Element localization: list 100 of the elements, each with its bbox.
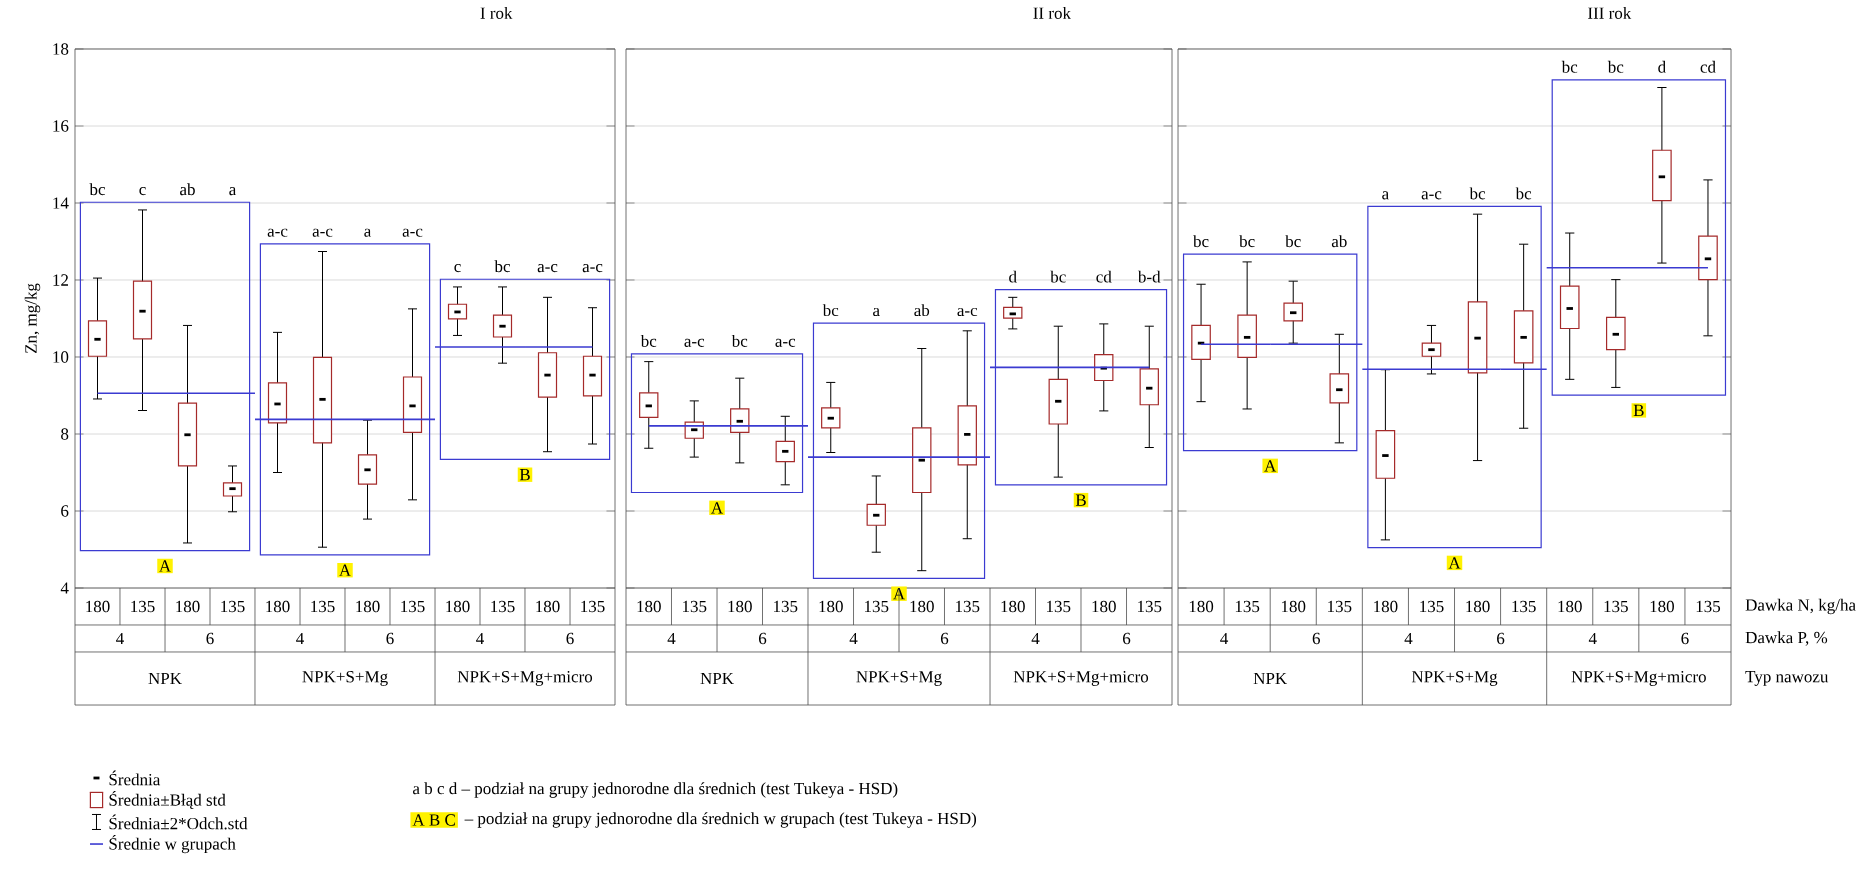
y-tick-label: 18 <box>53 43 69 55</box>
annotation: ab <box>180 183 195 196</box>
x-tick-label: 135 <box>491 600 515 613</box>
text: 4 <box>849 632 858 645</box>
y-tick-label: 8 <box>61 428 69 440</box>
y-tick-label: 12 <box>53 274 68 286</box>
annotation: a-c <box>957 307 978 317</box>
annotation: a-c <box>684 338 705 347</box>
text: 4 <box>1588 632 1597 645</box>
text: 6 <box>940 632 949 645</box>
chart-title: I rok <box>480 6 513 19</box>
annotation: B <box>1075 494 1086 506</box>
annotation: A <box>1264 460 1277 472</box>
legend-label: Średnie w grupach <box>109 834 236 854</box>
x-tick-label: 180 <box>1001 600 1025 613</box>
text: Typ nawozu <box>1745 671 1829 686</box>
annotation: A <box>1448 557 1461 569</box>
annotation: a-c <box>537 264 558 273</box>
x-tick-label: 180 <box>446 600 470 613</box>
annotation: a-c <box>312 228 333 237</box>
annotation: a <box>873 307 880 317</box>
annotation: bc <box>1239 235 1255 248</box>
text: 4 <box>296 632 305 645</box>
y-tick-label: 4 <box>60 582 69 594</box>
y-tick-label: 10 <box>53 351 69 363</box>
annotation: d <box>1009 270 1017 283</box>
annotation: bc <box>1561 60 1578 73</box>
x-tick-label: 180 <box>1281 600 1306 613</box>
x-tick-label: 180 <box>728 600 752 613</box>
text: NPK+S+Mg <box>856 671 942 686</box>
annotation: bc <box>1193 235 1209 248</box>
text: 6 <box>758 632 767 645</box>
x-tick-label: 135 <box>1047 600 1071 613</box>
annotation: ab <box>1331 235 1347 248</box>
chart-title: II rok <box>1033 6 1072 19</box>
x-tick-label: 180 <box>1189 600 1214 613</box>
text: 4 <box>1031 632 1040 645</box>
text: Dawka P, % <box>1745 631 1828 646</box>
x-tick-label: 180 <box>1558 600 1582 613</box>
annotation: bc <box>1050 270 1066 283</box>
annotation: bc <box>1469 187 1486 200</box>
x-tick-label: 180 <box>356 600 380 613</box>
annotation: d <box>1658 60 1666 73</box>
x-tick-label: 180 <box>266 600 290 613</box>
text: – podział na grupy jednorodne dla średnich w grupach (test Tukeya - HSD) <box>464 812 977 828</box>
text: 4 <box>116 632 124 645</box>
x-tick-label: 135 <box>1328 600 1352 613</box>
text: 6 <box>206 632 214 645</box>
annotation: bc <box>640 334 657 347</box>
annotation: bc <box>1285 235 1301 248</box>
text: 4 <box>476 632 484 645</box>
annotation: A <box>711 502 724 514</box>
x-tick-label: 135 <box>311 600 335 613</box>
annotation: bc <box>731 334 748 347</box>
annotation: B <box>1633 404 1644 417</box>
annotation: bc <box>1515 187 1532 200</box>
x-tick-label: 180 <box>819 600 843 613</box>
text: 6 <box>386 632 394 645</box>
x-tick-label: 180 <box>637 600 661 613</box>
chart-title: III rok <box>1588 6 1632 19</box>
x-tick-label: 135 <box>1696 600 1721 613</box>
annotation: c <box>139 187 146 196</box>
annotation: a-c <box>582 264 603 273</box>
y-tick-label: 6 <box>61 505 69 517</box>
text: NPK+S+Mg+micro <box>1013 671 1149 686</box>
annotation: cd <box>1700 60 1716 73</box>
y-tick-label: 14 <box>53 197 69 209</box>
annotation: a <box>229 187 237 196</box>
text: A B C <box>412 814 455 826</box>
text: NPK+S+Mg+micro <box>1571 671 1706 686</box>
text: 6 <box>1312 632 1321 645</box>
annotation: a <box>364 228 372 237</box>
annotation: bc <box>494 260 511 273</box>
text: Średnia <box>109 770 161 786</box>
annotation: bc <box>89 183 105 196</box>
annotation: ab <box>914 304 930 317</box>
x-tick-label: 135 <box>774 600 798 613</box>
x-tick-label: 180 <box>536 600 560 613</box>
x-tick-label: 135 <box>1512 600 1536 613</box>
text: 4 <box>1220 632 1229 645</box>
y-tick-label: 16 <box>53 120 69 132</box>
x-tick-label: 135 <box>1138 600 1162 613</box>
annotation: A <box>159 560 171 572</box>
x-tick-label: 135 <box>1420 600 1444 613</box>
x-tick-label: 135 <box>1604 600 1628 613</box>
annotation: cd <box>1096 270 1112 283</box>
text: Średnia±Błąd std <box>109 791 226 809</box>
x-tick-label: 180 <box>910 600 934 613</box>
text: NPK <box>1253 672 1288 685</box>
text: NPK <box>700 672 734 685</box>
text: Średnia±2*Odch.std <box>109 814 248 830</box>
text: 6 <box>1497 632 1505 645</box>
annotation: a-c <box>402 228 423 237</box>
annotation: a-c <box>1421 191 1442 200</box>
x-tick-label: 135 <box>865 600 889 613</box>
text: NPK+S+Mg+micro <box>457 671 593 686</box>
x-tick-label: 135 <box>581 600 605 613</box>
x-tick-label: 180 <box>1466 600 1490 613</box>
annotation: a-c <box>267 228 288 237</box>
x-tick-label: 180 <box>1092 600 1116 613</box>
